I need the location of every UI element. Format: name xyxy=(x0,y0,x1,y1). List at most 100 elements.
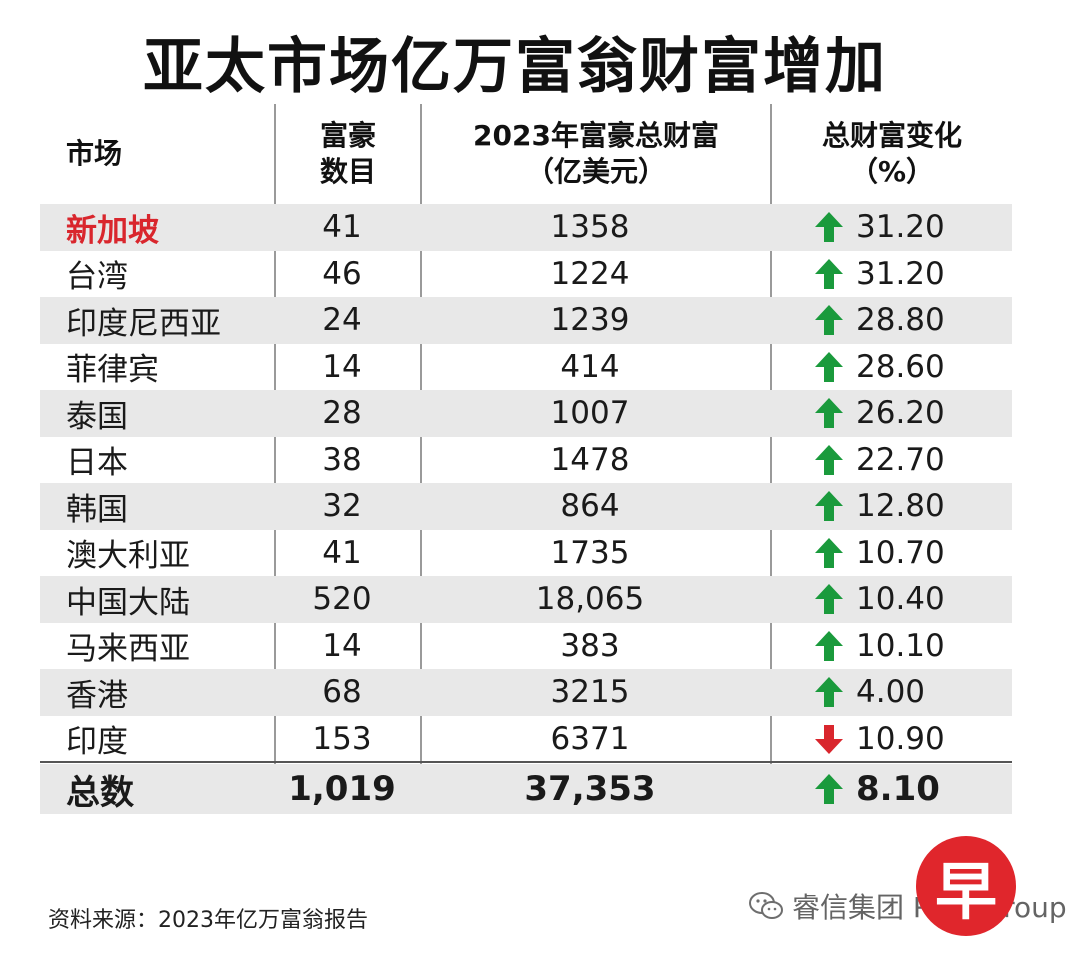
table-row: 日本 38 1478 22.70 xyxy=(40,437,1012,484)
source-note: 资料来源：2023年亿万富翁报告 xyxy=(48,908,368,933)
market-name: 印度尼西亚 xyxy=(66,305,221,342)
wealth-change: 10.70 xyxy=(776,530,1012,577)
billionaire-count: 153 xyxy=(312,720,372,757)
total-wealth-value: 864 xyxy=(560,488,620,525)
change-value: 28.60 xyxy=(856,348,945,385)
change-value: 26.20 xyxy=(856,395,945,432)
wealth-change: 31.20 xyxy=(776,251,1012,298)
billionaire-count: 41 xyxy=(322,534,362,571)
market-name: 马来西亚 xyxy=(66,631,190,668)
change-value: 10.70 xyxy=(856,534,945,571)
wealth-change: 22.70 xyxy=(776,437,1012,484)
arrow-up-icon xyxy=(812,210,846,244)
arrow-up-icon xyxy=(812,303,846,337)
billionaire-count: 14 xyxy=(322,348,362,385)
total-wealth-value: 414 xyxy=(560,348,620,385)
table-row: 印度 153 6371 10.90 xyxy=(40,716,1012,763)
arrow-up-icon xyxy=(812,629,846,663)
header-change-line1: 总财富变化 xyxy=(821,119,962,152)
wealth-change: 4.00 xyxy=(776,669,1012,716)
header-change-line2: （%） xyxy=(849,155,935,188)
arrow-up-icon xyxy=(812,675,846,709)
column-divider xyxy=(274,104,276,814)
table-row: 香港 68 3215 4.00 xyxy=(40,669,1012,716)
billionaire-count: 520 xyxy=(312,581,372,618)
wechat-icon xyxy=(749,892,783,919)
total-wealth-value: 1735 xyxy=(550,534,630,571)
header-change: 总财富变化 （%） xyxy=(772,104,1012,204)
total-wealth-value: 1007 xyxy=(550,395,630,432)
total-wealth-value: 383 xyxy=(560,627,620,664)
total-wealth-value: 1358 xyxy=(550,209,630,246)
billionaire-count: 46 xyxy=(322,255,362,292)
header-wealth: 2023年富豪总财富 （亿美元） xyxy=(422,104,770,204)
total-wealth-value: 1478 xyxy=(550,441,630,478)
header-wealth-line1: 2023年富豪总财富 xyxy=(473,119,719,152)
change-value: 31.20 xyxy=(856,255,945,292)
billionaire-count: 38 xyxy=(322,441,362,478)
total-change-value: 8.10 xyxy=(856,769,940,809)
billionaire-count: 14 xyxy=(322,627,362,664)
table-row: 韩国 32 864 12.80 xyxy=(40,483,1012,530)
table-row: 泰国 28 1007 26.20 xyxy=(40,390,1012,437)
market-name: 新加坡 xyxy=(66,212,159,249)
wealth-change: 28.60 xyxy=(776,344,1012,391)
change-value: 10.40 xyxy=(856,581,945,618)
wealth-table: 市场 富豪 数目 2023年富豪总财富 （亿美元） 总财富变化 （%） 新加坡 4… xyxy=(40,104,1012,814)
table-row: 菲律宾 14 414 28.60 xyxy=(40,344,1012,391)
wealth-change: 10.10 xyxy=(776,623,1012,670)
header-count-line1: 富豪 xyxy=(319,119,376,152)
total-count: 1,019 xyxy=(288,769,396,809)
market-name: 日本 xyxy=(66,445,128,482)
total-change: 8.10 xyxy=(776,764,1012,814)
wealth-change: 28.80 xyxy=(776,297,1012,344)
total-wealth-value: 6371 xyxy=(550,720,630,757)
change-value: 22.70 xyxy=(856,441,945,478)
total-wealth: 37,353 xyxy=(524,769,656,809)
market-name: 台湾 xyxy=(66,259,128,296)
arrow-up-icon xyxy=(812,396,846,430)
column-divider xyxy=(420,104,422,814)
arrow-up-icon xyxy=(812,582,846,616)
arrow-up-icon xyxy=(812,443,846,477)
header-market-label: 市场 xyxy=(66,137,123,170)
market-name: 泰国 xyxy=(66,398,128,435)
wealth-change: 10.90 xyxy=(776,716,1012,763)
table-row: 印度尼西亚 24 1239 28.80 xyxy=(40,297,1012,344)
total-row: 总数 1,019 37,353 8.10 xyxy=(40,764,1012,814)
market-name: 韩国 xyxy=(66,491,128,528)
table-row: 中国大陆 520 18,065 10.40 xyxy=(40,576,1012,623)
wealth-change: 26.20 xyxy=(776,390,1012,437)
total-label: 总数 xyxy=(66,772,134,813)
change-value: 28.80 xyxy=(856,302,945,339)
change-value: 12.80 xyxy=(856,488,945,525)
table-row: 马来西亚 14 383 10.10 xyxy=(40,623,1012,670)
table-row: 台湾 46 1224 31.20 xyxy=(40,251,1012,298)
arrow-up-icon xyxy=(812,536,846,570)
change-value: 10.10 xyxy=(856,627,945,664)
arrow-down-icon xyxy=(812,722,846,756)
arrow-up-icon xyxy=(812,257,846,291)
billionaire-count: 68 xyxy=(322,674,362,711)
billionaire-count: 32 xyxy=(322,488,362,525)
wealth-change: 31.20 xyxy=(776,204,1012,251)
header-market: 市场 xyxy=(40,104,300,204)
zaobao-logo: 早 xyxy=(916,836,1016,936)
change-value: 10.90 xyxy=(856,720,945,757)
market-name: 中国大陆 xyxy=(66,584,190,621)
total-divider xyxy=(40,761,1012,763)
change-value: 4.00 xyxy=(856,674,926,711)
billionaire-count: 41 xyxy=(322,209,362,246)
total-wealth-value: 3215 xyxy=(550,674,630,711)
arrow-up-icon xyxy=(812,350,846,384)
arrow-up-icon xyxy=(812,489,846,523)
market-name: 菲律宾 xyxy=(66,352,159,389)
billionaire-count: 24 xyxy=(322,302,362,339)
total-wealth-value: 1224 xyxy=(550,255,630,292)
column-divider xyxy=(770,104,772,814)
market-name: 澳大利亚 xyxy=(66,538,190,575)
header-count-line2: 数目 xyxy=(319,155,376,188)
market-name: 香港 xyxy=(66,677,128,714)
logo-char: 早 xyxy=(934,855,997,928)
table-row: 澳大利亚 41 1735 10.70 xyxy=(40,530,1012,577)
